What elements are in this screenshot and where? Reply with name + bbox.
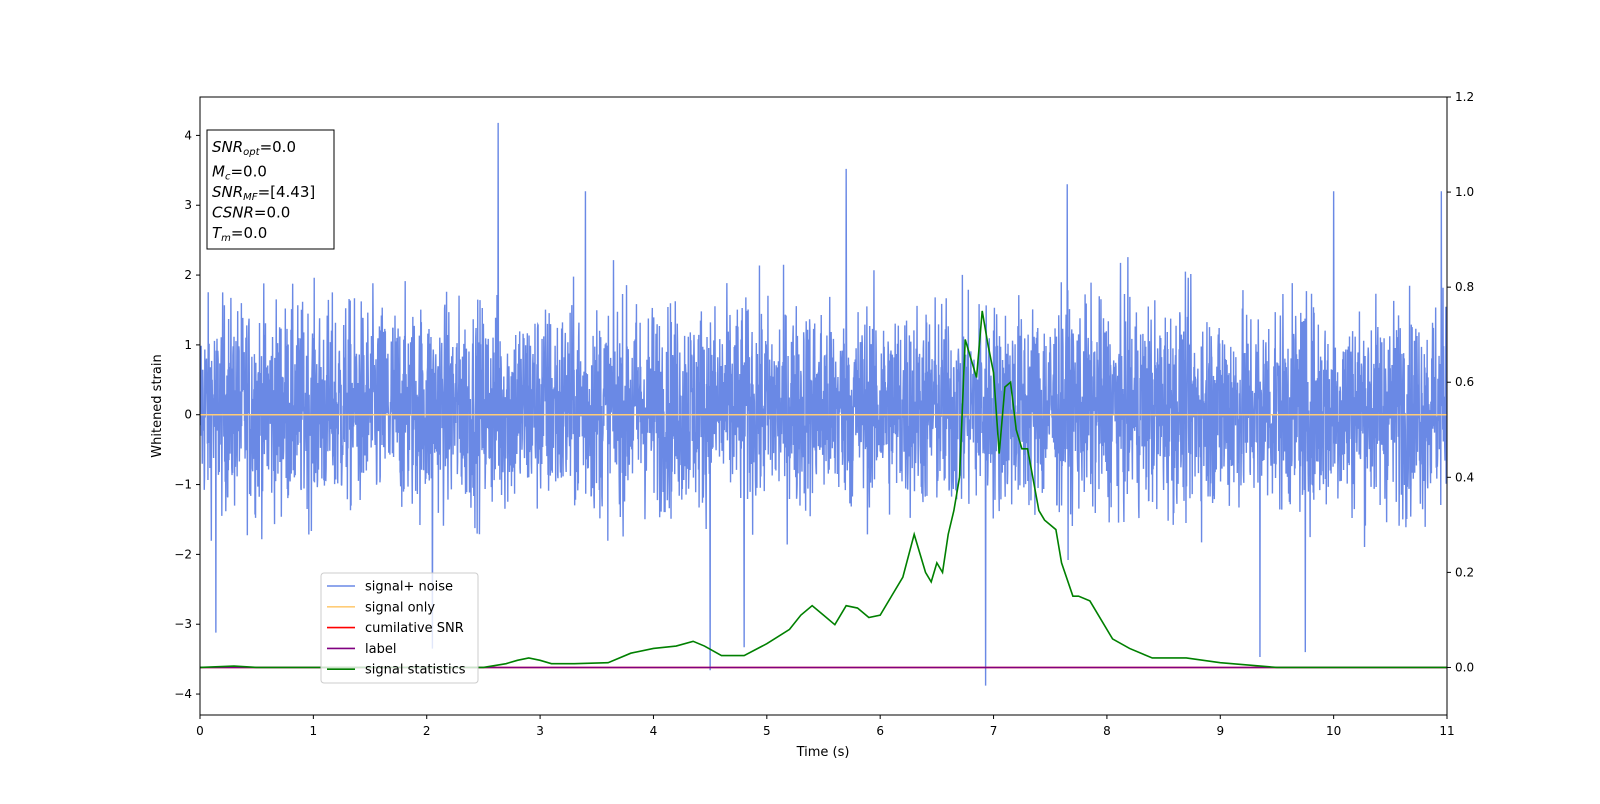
annotation-line: SNRopt=0.0 xyxy=(212,138,296,158)
y-tick-label: 3 xyxy=(184,198,192,212)
x-tick-label: 10 xyxy=(1326,724,1341,738)
series-signal-noise xyxy=(200,122,1447,686)
annotation-line: CSNR=0.0 xyxy=(212,204,290,222)
y2-tick-label: 0.4 xyxy=(1455,470,1474,484)
x-tick-label: 2 xyxy=(423,724,431,738)
x-tick-label: 5 xyxy=(763,724,771,738)
x-axis: 0 1 2 3 4 5 6 7 8 9 10 11 xyxy=(196,715,1455,738)
y-tick-label: 1 xyxy=(184,338,192,352)
legend-label: cumilative SNR xyxy=(365,621,464,636)
x-tick-label: 4 xyxy=(650,724,658,738)
annotation-frame xyxy=(206,129,335,250)
x-axis-label: Time (s) xyxy=(796,745,850,760)
series-signal-statistics xyxy=(200,310,1447,669)
x-tick-label: 11 xyxy=(1439,724,1454,738)
y-tick-label: 0 xyxy=(184,408,192,422)
y2-tick-label: 0.8 xyxy=(1455,280,1474,294)
y2-tick-label: 0.2 xyxy=(1455,565,1474,579)
y-tick-label: −3 xyxy=(174,617,192,631)
legend-frame xyxy=(320,572,479,684)
y-axis-left: −4 −3 −2 −1 0 1 2 3 4 xyxy=(174,128,200,701)
y-tick-label: −4 xyxy=(174,687,192,701)
y2-tick-label: 1.0 xyxy=(1455,185,1474,199)
x-tick-label: 8 xyxy=(1103,724,1111,738)
annotation-line: Mc=0.0 xyxy=(212,163,267,183)
y2-tick-label: 1.2 xyxy=(1455,90,1474,104)
y2-tick-label: 0.0 xyxy=(1455,660,1474,674)
x-tick-label: 1 xyxy=(310,724,318,738)
y-axis-label: Whitened strain xyxy=(150,354,165,457)
y2-tick-label: 0.6 xyxy=(1455,375,1474,389)
y-tick-label: −1 xyxy=(174,478,192,492)
annotation-line: SNRMF=[4.43] xyxy=(212,183,315,203)
x-tick-label: 0 xyxy=(196,724,204,738)
legend-label: signal statistics xyxy=(365,663,466,678)
legend: signal+ noise signal only cumilative SNR la… xyxy=(320,572,479,684)
axes-frame xyxy=(199,96,1448,716)
x-tick-label: 6 xyxy=(876,724,884,738)
x-tick-label: 7 xyxy=(990,724,998,738)
x-tick-label: 3 xyxy=(536,724,544,738)
y-tick-label: 2 xyxy=(184,268,192,282)
y-tick-label: −2 xyxy=(174,547,192,561)
x-tick-label: 9 xyxy=(1216,724,1224,738)
annotation-line: Tm=0.0 xyxy=(212,224,267,244)
noise-line xyxy=(200,122,1447,686)
legend-label: signal+ noise xyxy=(365,580,453,595)
y-axis-right: 0.0 0.2 0.4 0.6 0.8 1.0 1.2 xyxy=(1447,90,1474,674)
legend-label: label xyxy=(365,642,396,657)
legend-label: signal only xyxy=(365,600,435,615)
y-tick-label: 4 xyxy=(184,128,192,142)
